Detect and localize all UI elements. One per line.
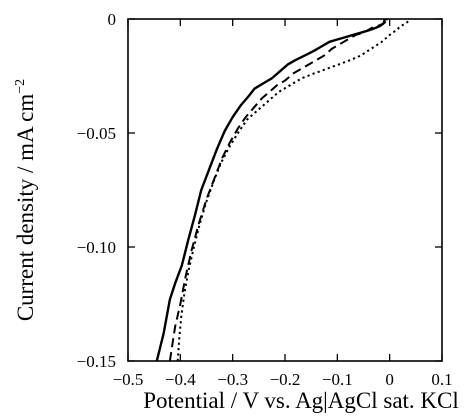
- x-tick-label: −0.2: [270, 370, 301, 389]
- series-dashed-line: [168, 19, 389, 361]
- y-tick-label: 0: [108, 10, 117, 29]
- y-tick-label: −0.05: [77, 124, 116, 143]
- plot-area-frame: [127, 18, 443, 362]
- x-axis-label: Potential / V vs. Ag|AgCl sat. KCl: [143, 388, 459, 413]
- y-axis-label-text: Current density / mA cm: [13, 94, 38, 322]
- x-tick-label: 0: [385, 370, 394, 389]
- x-tick-label: −0.3: [217, 370, 248, 389]
- y-axis-label-superscript: −2: [13, 79, 28, 94]
- y-axis-label: Current density / mA cm−2: [13, 79, 38, 321]
- y-tick-label: −0.10: [77, 238, 116, 257]
- y-tick-label: −0.15: [77, 352, 116, 371]
- series-layer: [155, 19, 411, 361]
- y-axis-ticks: 0 −0.05 −0.10 −0.15: [77, 10, 442, 371]
- x-axis-ticks: −0.5 −0.4 −0.3 −0.2 −0.1 0 0.1: [113, 19, 453, 389]
- series-solid-line: [155, 19, 389, 361]
- series-dotted-line: [176, 19, 411, 361]
- x-tick-label: −0.1: [322, 370, 353, 389]
- x-tick-label: 0.1: [431, 370, 452, 389]
- x-tick-label: −0.5: [113, 370, 144, 389]
- x-tick-label: −0.4: [165, 370, 196, 389]
